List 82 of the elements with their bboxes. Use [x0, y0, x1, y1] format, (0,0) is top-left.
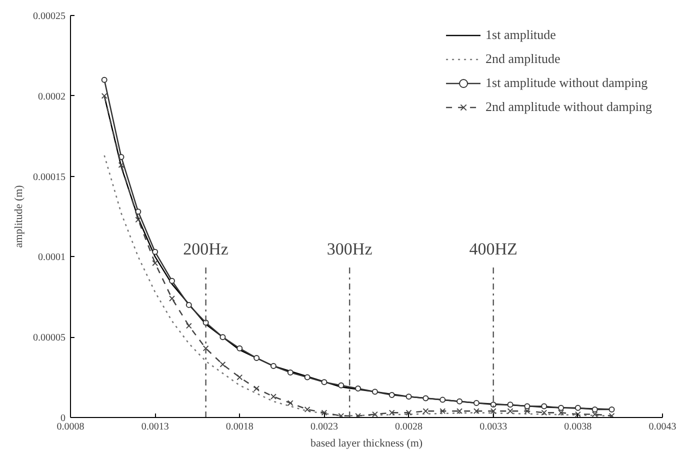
point: [236, 345, 243, 352]
x-tick-label: 0.0038: [564, 422, 592, 432]
point: [592, 411, 598, 418]
point: [101, 92, 108, 99]
legend-label: 1st amplitude without damping: [486, 75, 648, 91]
point: [574, 411, 581, 418]
point: [270, 363, 276, 370]
point: [186, 322, 192, 329]
point: [541, 410, 548, 416]
y-tick-label: 0.0002: [38, 91, 66, 102]
point: [186, 302, 192, 308]
point: [456, 398, 463, 404]
ref-line-label: 200Hz: [183, 240, 229, 259]
point: [406, 394, 412, 400]
point: [456, 408, 463, 414]
point: [372, 388, 378, 395]
y-tick-label: 0.00025: [33, 11, 66, 22]
legend-label: 2nd amplitude without damping: [486, 99, 652, 115]
point: [338, 412, 344, 418]
y-tick-label: 0.00005: [33, 332, 66, 344]
point: [321, 410, 328, 416]
x-tick-label: 0.0043: [648, 422, 676, 432]
point: [541, 403, 548, 410]
point: [558, 410, 564, 416]
point: [169, 296, 175, 302]
point: [270, 394, 276, 400]
x-tick-label: 0.0033: [480, 422, 508, 432]
point: [355, 386, 362, 392]
point: [490, 408, 496, 414]
point: [304, 374, 310, 380]
ref-line-label: 300Hz: [326, 240, 373, 259]
x-tick-label: 0.0013: [141, 422, 169, 432]
point: [101, 76, 108, 83]
point: [406, 410, 412, 416]
point: [254, 355, 260, 361]
point: [168, 278, 175, 284]
point: [524, 408, 530, 414]
point: [321, 379, 328, 386]
point: [422, 395, 429, 402]
point: [236, 374, 243, 380]
point: [220, 361, 226, 368]
y-tick-label: 0.00015: [33, 172, 66, 183]
point: [388, 410, 395, 416]
point: [388, 392, 395, 398]
point: [490, 402, 496, 408]
point: [440, 396, 446, 403]
point: [507, 408, 514, 414]
x-tick-label: 0.0008: [56, 422, 84, 432]
point: [372, 411, 378, 418]
point: [558, 404, 564, 411]
point: [220, 334, 226, 340]
x-tick-label: 0.0018: [226, 422, 254, 432]
x-tick-label: 0.0023: [310, 422, 338, 432]
point: [304, 406, 310, 412]
y-tick-label: 0.0001: [38, 252, 66, 264]
point: [473, 408, 480, 414]
point: [135, 216, 142, 223]
point: [118, 162, 124, 168]
ref-line-label: 400HZ: [469, 240, 518, 259]
point: [287, 400, 294, 406]
x-axis-title: based layer thickness (m): [310, 438, 423, 450]
point: [422, 408, 429, 414]
y-axis-title: amplitude (m): [13, 184, 25, 248]
legend-label: 1st amplitude: [486, 27, 556, 43]
point: [152, 248, 158, 255]
point: [152, 260, 158, 266]
point: [355, 412, 362, 418]
point: [254, 386, 260, 392]
point: [524, 403, 530, 410]
point: [287, 369, 294, 376]
point: [338, 382, 344, 388]
point: [592, 406, 598, 412]
legend-label: 2nd amplitude: [486, 51, 560, 67]
point: [608, 406, 615, 412]
point: [440, 408, 446, 414]
point: [608, 412, 615, 418]
y-tick-label: 0: [60, 413, 66, 424]
point: [507, 402, 514, 408]
point: [202, 345, 209, 352]
point: [574, 404, 581, 411]
x-tick-label: 0.0028: [395, 422, 423, 432]
point: [473, 400, 480, 406]
